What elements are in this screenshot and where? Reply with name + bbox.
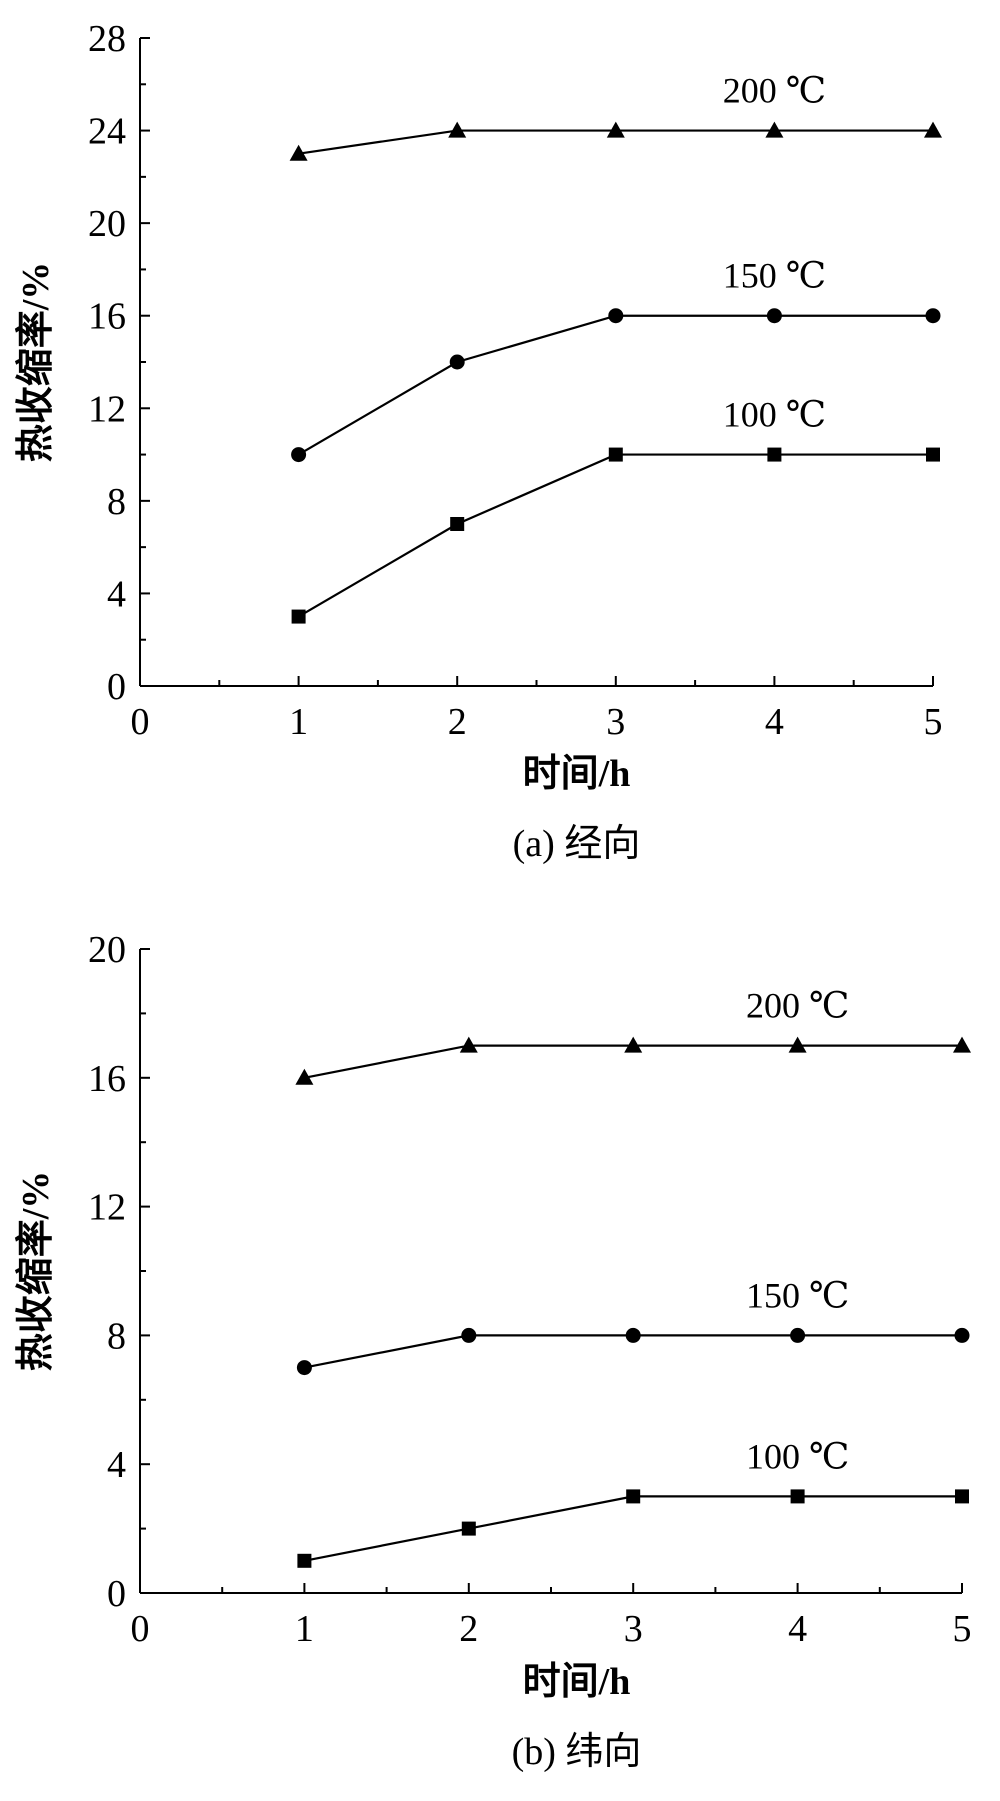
circle-marker: [461, 1327, 477, 1343]
series-line: [298, 453, 933, 618]
series-label: 100 ℃: [723, 395, 826, 435]
triangle-marker: [624, 1036, 643, 1053]
square-marker: [767, 447, 782, 462]
y-tick-label: 16: [88, 296, 126, 338]
triangle-marker: [289, 144, 308, 161]
square-marker: [955, 1489, 969, 1504]
x-axis-title: 时间/h: [523, 1661, 631, 1703]
triangle-marker: [765, 121, 784, 138]
triangle-marker: [953, 1036, 971, 1053]
square-marker: [626, 1489, 641, 1504]
y-axis-title: 热收缩率/%: [15, 262, 57, 463]
x-tick-label: 0: [131, 701, 150, 743]
series-label: 200 ℃: [723, 71, 826, 111]
x-tick-label: 2: [448, 701, 467, 743]
circle-marker: [766, 308, 782, 324]
figure-caption: (b) 纬向: [512, 1731, 642, 1773]
x-axis-title: 时间/h: [523, 753, 631, 795]
triangle-marker: [459, 1036, 478, 1053]
y-axis-title: 热收缩率/%: [15, 1171, 57, 1372]
triangle-marker: [295, 1068, 314, 1085]
square-marker: [608, 447, 623, 462]
y-tick-label: 24: [88, 111, 126, 153]
x-tick-label: 3: [624, 1608, 643, 1650]
circle-marker: [925, 308, 941, 324]
y-tick-label: 0: [107, 1573, 126, 1615]
triangle-marker: [788, 1036, 807, 1053]
y-tick-label: 8: [107, 481, 126, 523]
circle-marker: [625, 1327, 641, 1343]
series-label: 100 ℃: [746, 1436, 849, 1476]
y-tick-label: 4: [107, 573, 126, 615]
square-marker: [297, 1553, 312, 1568]
x-tick-label: 5: [924, 701, 943, 743]
x-tick-label: 2: [459, 1608, 478, 1650]
y-tick-label: 4: [107, 1444, 126, 1486]
x-tick-label: 4: [788, 1608, 807, 1650]
x-tick-label: 4: [765, 701, 784, 743]
square-marker: [291, 609, 306, 624]
y-tick-label: 12: [88, 1187, 126, 1229]
x-tick-label: 0: [131, 1608, 150, 1650]
square-marker: [450, 517, 465, 531]
triangle-marker: [448, 121, 467, 138]
x-tick-label: 5: [953, 1608, 972, 1650]
y-tick-label: 12: [88, 388, 126, 430]
circle-marker: [954, 1327, 970, 1343]
y-tick-label: 8: [107, 1315, 126, 1357]
series-label: 150 ℃: [746, 1275, 849, 1315]
series-line: [298, 314, 933, 456]
series-label: 200 ℃: [746, 986, 849, 1026]
triangle-marker: [924, 121, 942, 138]
square-marker: [926, 447, 940, 462]
circle-marker: [296, 1360, 312, 1376]
x-tick-label: 1: [295, 1608, 314, 1650]
series-line: [304, 1495, 962, 1562]
x-tick-label: 1: [289, 701, 308, 743]
series-label: 150 ℃: [723, 256, 826, 296]
square-marker: [461, 1521, 476, 1536]
triangle-marker: [606, 121, 625, 138]
y-tick-label: 16: [88, 1058, 126, 1100]
circle-marker: [790, 1327, 806, 1343]
circle-marker: [608, 308, 624, 324]
figure-caption: (a) 经向: [513, 823, 641, 865]
y-tick-label: 0: [107, 666, 126, 708]
square-marker: [790, 1489, 805, 1504]
y-tick-label: 20: [88, 203, 126, 245]
y-tick-label: 20: [88, 929, 126, 971]
y-tick-label: 28: [88, 18, 126, 60]
circle-marker: [291, 447, 307, 463]
circle-marker: [449, 354, 465, 370]
x-tick-label: 3: [606, 701, 625, 743]
